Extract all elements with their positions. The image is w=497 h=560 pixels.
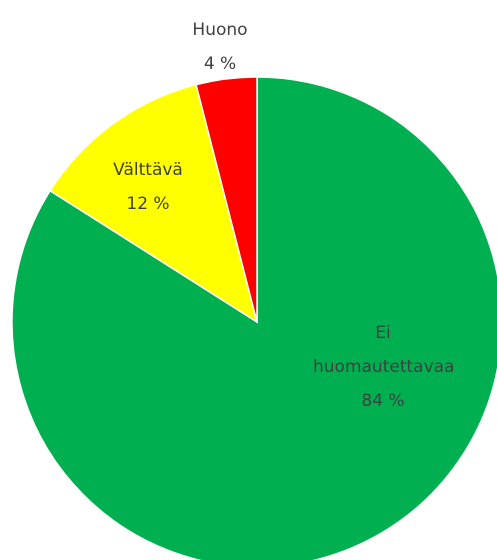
value-label: 84 % (361, 391, 405, 411)
slice-label: Välttävä 12 % (78, 153, 218, 221)
pie-slice (195, 76, 258, 323)
slice-label: Ei huomautettavaa 84 % (313, 316, 455, 418)
pie-slice (49, 83, 259, 324)
value-label: 4 % (203, 54, 237, 74)
value-label: 12 % (126, 194, 170, 214)
slice-label: Huono 4 % (150, 13, 290, 81)
category-label: Ei huomautettavaa (313, 323, 455, 377)
category-label: Välttävä (113, 160, 183, 180)
category-label: Huono (192, 20, 248, 40)
pie-slice (11, 76, 497, 560)
